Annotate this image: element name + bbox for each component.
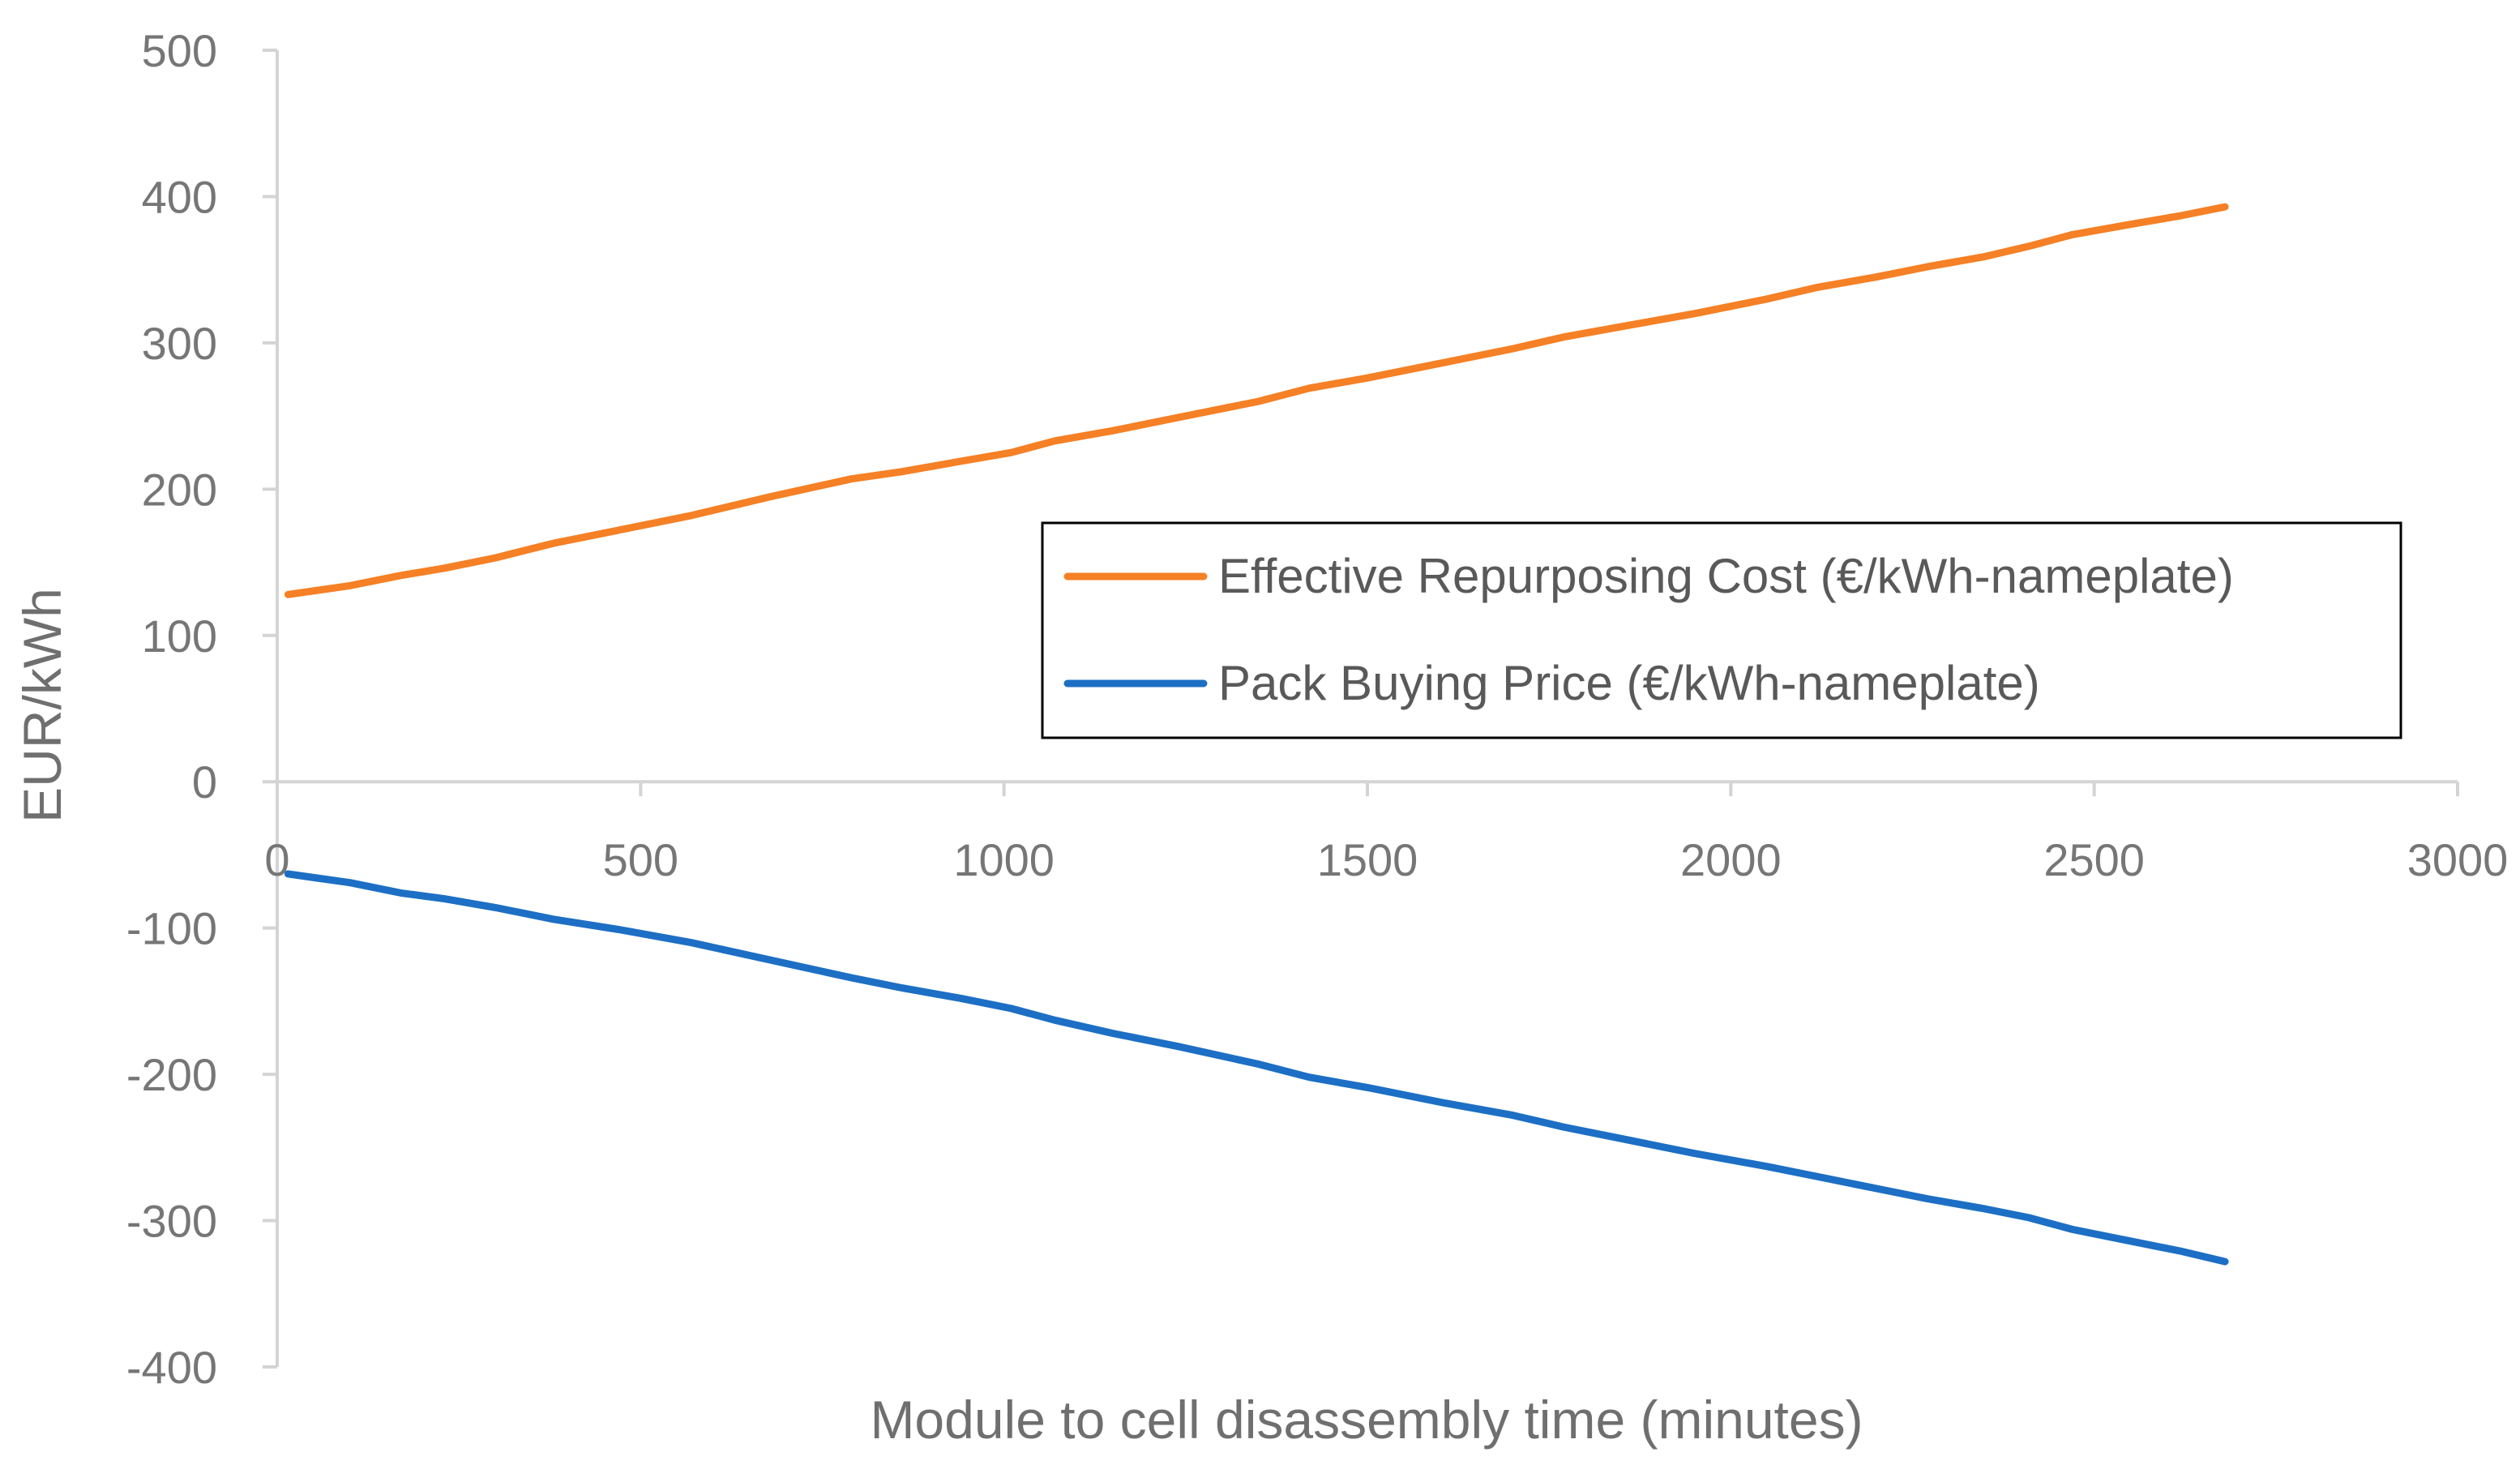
- y-tick-label: 400: [142, 171, 217, 222]
- x-tick-label: 0: [264, 834, 289, 885]
- x-tick-label: 2500: [2043, 834, 2145, 885]
- y-tick-label: 500: [142, 25, 217, 76]
- x-tick-label: 3000: [2407, 834, 2509, 885]
- x-tick-label: 500: [603, 834, 678, 885]
- series-line-pack-buying-price: [284, 870, 2229, 1266]
- legend: Effective Repurposing Cost (€/kWh-namepl…: [1041, 521, 2402, 739]
- y-tick-label: -400: [126, 1342, 217, 1393]
- x-tick-label: 1000: [953, 834, 1055, 885]
- y-tick-label: 0: [192, 756, 217, 808]
- y-tick-label: 200: [142, 464, 217, 515]
- series-line-repurposing-cost: [284, 203, 2229, 598]
- y-tick-label: 300: [142, 318, 217, 369]
- y-axis-title: EUR/kWh: [12, 588, 72, 823]
- legend-box: [1041, 521, 2402, 739]
- y-tick-label: -200: [126, 1049, 217, 1100]
- y-tick-label: 100: [142, 610, 217, 662]
- legend-label-pack-buying-price: Pack Buying Price (€/kWh-nameplate): [1218, 656, 2040, 710]
- x-axis-title: Module to cell disassembly time (minutes…: [870, 1390, 1863, 1450]
- y-tick-label: -300: [126, 1196, 217, 1247]
- series-lines: [284, 203, 2229, 1266]
- legend-label-repurposing-cost: Effective Repurposing Cost (€/kWh-namepl…: [1218, 549, 2234, 603]
- x-tick-label: 1500: [1317, 834, 1418, 885]
- y-tick-label: -100: [126, 903, 217, 954]
- x-tick-label: 2000: [1680, 834, 1782, 885]
